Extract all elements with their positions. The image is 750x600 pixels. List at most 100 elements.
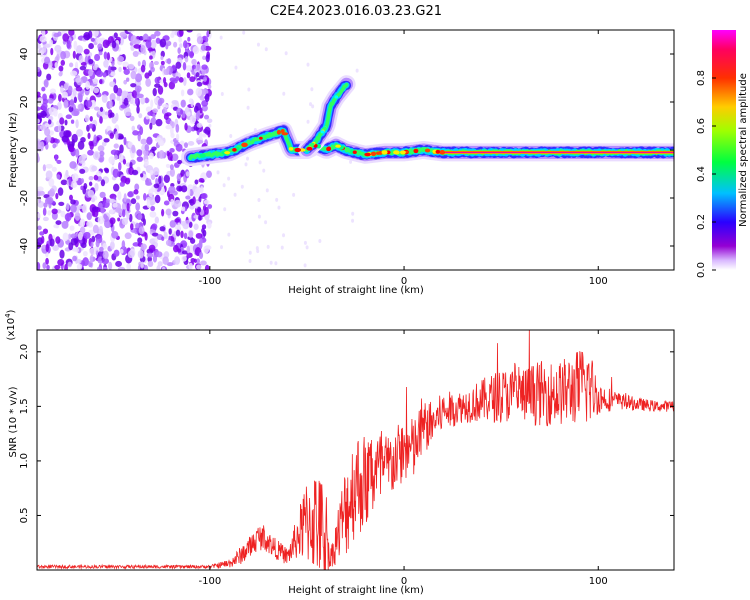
heatmap-noise-blob <box>162 104 169 109</box>
heatmap-noise-blob <box>80 178 85 184</box>
heatmap-noise-blob <box>92 224 99 234</box>
heatmap-noise-blob <box>96 170 102 177</box>
heatmap-noise-blob <box>82 257 89 267</box>
heatmap-noise-blob <box>70 119 75 124</box>
heatmap-noise-blob <box>97 43 103 50</box>
heatmap-hotspot <box>299 148 306 152</box>
heatmap-noise-blob <box>145 181 153 186</box>
heatmap-noise-blob <box>119 248 124 254</box>
heatmap-hotspot <box>199 153 206 158</box>
heatmap-noise-blob <box>111 60 115 67</box>
heatmap-noise-blob <box>122 91 129 97</box>
heatmap-noise-blob <box>207 84 212 90</box>
heatmap-noise-blob <box>185 219 190 224</box>
heatmap-noise-blob <box>161 266 166 270</box>
heatmap-noise-blob <box>99 79 103 85</box>
heatmap-noise-blob <box>78 155 86 164</box>
heatmap-noise-blob <box>117 266 126 270</box>
heatmap-hotspot <box>280 129 285 134</box>
heatmap-noise-blob <box>138 113 143 119</box>
heatmap-noise-blob <box>189 115 197 124</box>
heatmap-noise-blob <box>196 206 202 213</box>
heatmap-noise-blob <box>186 30 193 33</box>
heatmap-noise-blob <box>38 47 45 55</box>
x-tick-label: 100 <box>589 276 608 287</box>
heatmap-noise-blob <box>104 111 109 116</box>
heatmap-noise-blob <box>68 30 75 37</box>
heatmap-noise-blob <box>69 194 73 201</box>
heatmap-noise-blob <box>119 98 123 106</box>
heatmap-noise-blob <box>115 260 123 267</box>
snr-frame <box>36 329 675 571</box>
heatmap-noise-blob <box>114 154 118 161</box>
heatmap-noise-blob <box>151 146 157 151</box>
heatmap-noise-blob <box>124 232 132 240</box>
heatmap-noise-blob <box>137 250 144 259</box>
heatmap-noise-blob <box>83 48 90 55</box>
heatmap-noise-blob <box>200 186 204 194</box>
heatmap-noise-blob <box>113 249 120 257</box>
heatmap-noise-blob <box>79 168 86 174</box>
heatmap-noise-blob <box>183 77 187 86</box>
heatmap-noise-blob <box>37 261 41 270</box>
heatmap-noise-blob <box>118 66 122 73</box>
y-tick-label: 1.5 <box>19 398 30 414</box>
heatmap-faint-dot <box>264 220 268 225</box>
heatmap-noise-blob <box>44 127 51 137</box>
heatmap-noise-blob <box>189 51 194 59</box>
heatmap-noise-blob <box>149 169 154 176</box>
heatmap-noise-blob <box>180 230 184 239</box>
heatmap-noise-blob <box>143 149 149 157</box>
heatmap-noise-blob <box>119 181 125 187</box>
snr-panel: -100 0 100 0.5 1.0 1.5 2.0 Height of straight… <box>4 309 675 596</box>
heatmap-noise-blob <box>130 83 137 88</box>
heatmap-noise-blob <box>169 220 176 228</box>
heatmap-noise-blob <box>144 143 150 152</box>
heatmap-noise-blob <box>41 86 46 92</box>
heatmap-noise-blob <box>101 258 110 265</box>
heatmap-faint-dot <box>306 119 310 124</box>
heatmap-noise-blob <box>154 216 160 224</box>
heatmap-hotspot <box>288 147 294 151</box>
heatmap-noise-blob <box>41 102 48 110</box>
heatmap-noise-blob <box>181 255 187 262</box>
heatmap-noise-blob <box>143 158 149 167</box>
heatmap-noise-blob <box>137 60 141 67</box>
heatmap-noise-blob <box>195 102 202 111</box>
heatmap-noise-blob <box>177 222 181 231</box>
heatmap-noise-blob <box>109 100 113 109</box>
heatmap-noise-blob <box>147 111 154 116</box>
heatmap-noise-blob <box>73 96 78 104</box>
heatmap-faint-dot <box>280 245 284 250</box>
heatmap-noise-blob <box>152 167 160 176</box>
heatmap-noise-blob <box>184 122 188 131</box>
heatmap-noise-blob <box>101 141 107 147</box>
heatmap-noise-blob <box>129 115 135 122</box>
heatmap-noise-blob <box>101 94 108 103</box>
heatmap-noise-blob <box>140 243 147 250</box>
heatmap-noise-blob <box>186 245 191 254</box>
heatmap-noise-blob <box>195 87 203 97</box>
heatmap-faint-dot <box>282 91 286 96</box>
heatmap-noise-blob <box>41 30 46 38</box>
heatmap-faint-dot <box>256 249 260 254</box>
heatmap-noise-blob <box>113 32 118 39</box>
heatmap-noise-blob <box>163 174 170 184</box>
heatmap-faint-dot <box>303 240 307 245</box>
heatmap-noise-blob <box>83 32 91 41</box>
heatmap-noise-blob <box>185 195 191 200</box>
heatmap-faint-dot <box>222 183 226 188</box>
heatmap-noise-blob <box>58 71 63 77</box>
heatmap-noise-blob <box>46 73 52 81</box>
heatmap-noise-blob <box>73 40 78 50</box>
heatmap-noise-blob <box>57 187 64 196</box>
heatmap-noise-blob <box>37 140 42 149</box>
heatmap-noise-blob <box>145 106 153 113</box>
heatmap-noise-blob <box>70 204 77 213</box>
heatmap-faint-dot <box>223 207 227 212</box>
heatmap-noise-blob <box>86 221 90 227</box>
heatmap-noise-blob <box>90 241 94 248</box>
heatmap-noise-blob <box>99 246 104 252</box>
y-tick-label: 40 <box>19 48 30 61</box>
heatmap-noise-blob <box>54 44 62 53</box>
